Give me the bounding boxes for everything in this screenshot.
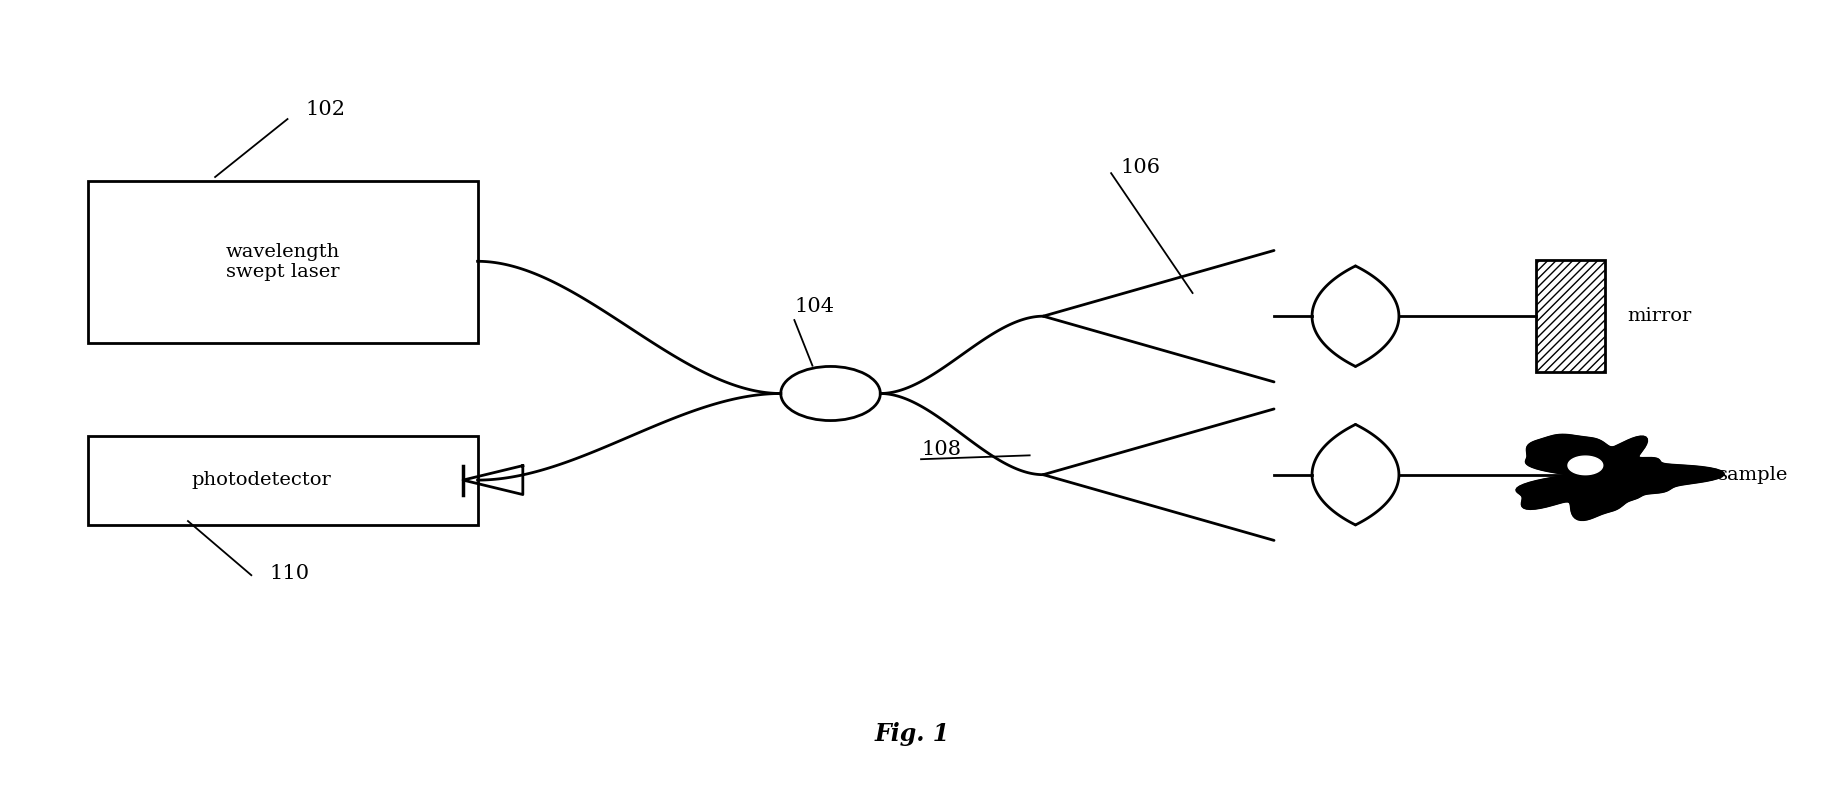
Polygon shape (1568, 456, 1602, 475)
Text: 106: 106 (1119, 158, 1159, 177)
Text: sample: sample (1717, 466, 1787, 484)
Text: wavelength
swept laser: wavelength swept laser (226, 242, 339, 282)
Bar (88, 181, 478, 343)
Polygon shape (1515, 434, 1723, 520)
Text: 110: 110 (270, 564, 310, 583)
Text: Fig. 1: Fig. 1 (873, 722, 950, 745)
Text: 104: 104 (793, 297, 833, 316)
Text: mirror: mirror (1626, 307, 1690, 325)
Bar (1535, 260, 1604, 372)
Text: 108: 108 (921, 440, 961, 459)
Text: 102: 102 (306, 100, 345, 119)
Text: photodetector: photodetector (191, 471, 332, 490)
Bar (88, 436, 478, 525)
